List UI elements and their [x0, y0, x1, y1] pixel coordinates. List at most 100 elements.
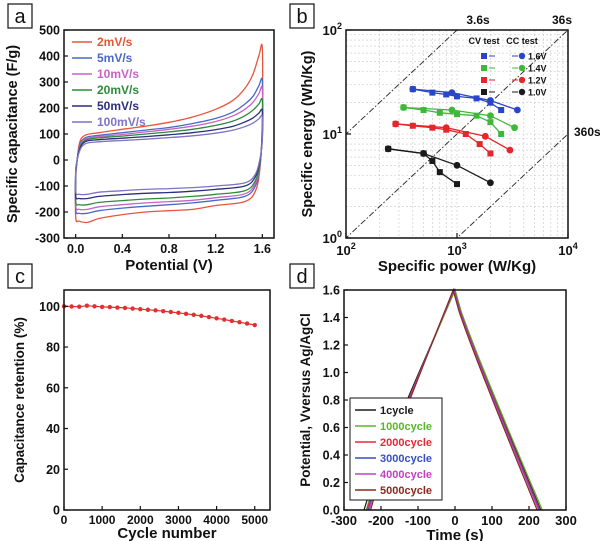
legend-entry: 1cycle: [380, 405, 414, 417]
legend-square: [481, 53, 487, 59]
panel-letter-text-b: b: [296, 6, 307, 28]
y-tick-label: 1.2: [323, 339, 340, 353]
y-tick-label: 0.6: [323, 421, 340, 435]
retention-point: [206, 314, 212, 320]
x-tick-label: 4000: [203, 513, 230, 527]
x-tick-label: 300: [555, 513, 577, 528]
cc-point: [487, 112, 494, 120]
retention-point: [237, 319, 242, 325]
y-tick-label: 0: [53, 154, 60, 168]
retention-point: [115, 305, 120, 310]
panel-letter-a: a: [7, 3, 33, 29]
legend-entry: 5mV/s: [97, 51, 133, 65]
y-tick-label: -100: [35, 180, 60, 194]
legend-entry: 50mV/s: [97, 99, 139, 113]
y-tick-label: 100: [39, 300, 60, 314]
panel-c-ticks: 0 1000 2000 3000 4000 5000 0 20 40 60 80 100: [39, 300, 268, 527]
panel-a-ticks: 0.0 0.4 0.8 1.2 1.6 -300 -200 -100 0 100 200 300 400…: [35, 24, 271, 257]
x-tick-label: 5000: [241, 513, 268, 527]
x-tick-label: -100: [405, 513, 431, 528]
cc-point: [453, 161, 461, 169]
legend-circle: [518, 88, 526, 96]
cc-point: [384, 145, 392, 153]
retention-point: [107, 304, 112, 310]
legend-entry: 2mV/s: [97, 35, 133, 49]
cv-point: [436, 109, 443, 116]
time-line: [346, 30, 458, 135]
x-tick-label: 1.2: [207, 242, 224, 256]
panel-c-series: [61, 303, 257, 328]
legend-square: [481, 89, 487, 95]
cc-point: [487, 97, 494, 104]
cc-point: [511, 124, 518, 132]
x-tick-label: -200: [368, 513, 394, 528]
x-axis-title: Time (s): [426, 527, 483, 541]
retention-point: [99, 304, 105, 310]
cv-point: [462, 131, 469, 137]
cv-point: [443, 91, 450, 98]
legend-entry: 5000cycle: [380, 485, 432, 497]
cv-point: [420, 107, 427, 114]
retention-point: [145, 307, 151, 312]
retention-point: [84, 303, 90, 308]
x-tick-label: 1000: [89, 513, 116, 527]
cc-line: [412, 88, 518, 111]
y-tick-label: 1.4: [323, 311, 340, 325]
legend-entry: 3000cycle: [380, 453, 432, 465]
cc-line: [403, 106, 515, 129]
y-tick-label: 0.0: [323, 504, 340, 518]
retention-point: [199, 313, 204, 319]
retention-point: [160, 308, 166, 314]
panel-letter-text-d: d: [296, 266, 307, 288]
panel-b-legend: CV test CC test 1.6V 1.4V 1.2V 1.0V: [468, 36, 546, 98]
x-tick-label: 2000: [127, 513, 154, 527]
cv-curve-5: [74, 114, 264, 196]
x-tick-label: 0.8: [160, 242, 177, 256]
x-tick-label: 0: [61, 513, 68, 527]
time-line: [346, 30, 568, 238]
time-line-label: 360s: [574, 125, 600, 139]
y-tick-label: -200: [35, 206, 60, 220]
legend-label: 1.0V: [528, 88, 547, 98]
y-axis-title: Capacitance retention (%): [12, 317, 27, 483]
retention-point: [191, 312, 196, 318]
cc-point: [400, 104, 407, 111]
y-axis-title: Potential, Vversus Ag/AgCl: [298, 313, 313, 487]
y-tick-label: 200: [39, 102, 60, 116]
time-line-label: 36s: [552, 13, 572, 27]
retention-point: [176, 310, 181, 316]
x-axis-title: Cycle number: [117, 525, 216, 541]
legend-square: [481, 65, 487, 71]
legend-label: 1.6V: [528, 52, 547, 62]
retention-point: [69, 304, 74, 309]
retention-point: [222, 317, 227, 322]
panel-letter-box-b: [289, 3, 315, 29]
cv-point: [473, 95, 480, 102]
y-axis-title: Specific energy (Wh/Kg): [300, 50, 316, 217]
cv-point: [476, 141, 483, 148]
x-tick-label: 103: [447, 241, 466, 258]
legend-header: CC test: [506, 36, 538, 46]
cc-point: [506, 146, 514, 154]
legend-square: [481, 77, 487, 83]
legend-label: 1.4V: [528, 64, 547, 74]
y-tick-label: -300: [35, 232, 60, 246]
panel-letter-box-a: [7, 3, 33, 29]
cv-point: [454, 181, 460, 188]
panel-c-frame: [63, 289, 271, 511]
retention-point: [122, 305, 128, 311]
legend-circle: [518, 64, 526, 72]
y-tick-label: 20: [46, 463, 60, 477]
x-axis-title: Specific power (W/Kg): [378, 258, 536, 275]
legend-entry: 100mV/s: [97, 115, 146, 129]
legend-entry: 4000cycle: [380, 469, 432, 481]
retention-point: [138, 306, 143, 312]
retention-point: [252, 322, 257, 328]
panel-letter-b: b: [289, 3, 315, 29]
cv-point: [473, 112, 480, 119]
cv-point: [498, 107, 505, 114]
cv-point: [498, 131, 505, 137]
x-tick-label: 3000: [165, 513, 192, 527]
legend-entry: 20mV/s: [97, 83, 139, 97]
cv-point: [487, 150, 494, 157]
